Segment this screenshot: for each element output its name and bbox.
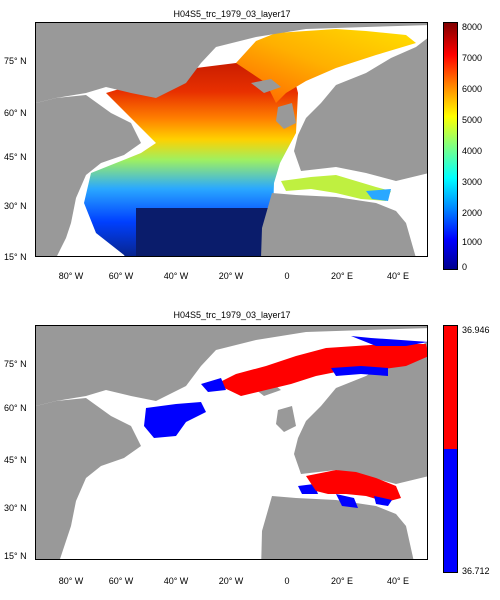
nordic-field (236, 29, 416, 103)
lon-tick: 60° W (108, 576, 134, 586)
land-europe (294, 38, 427, 181)
top-map (35, 22, 428, 257)
lat-tick: 15° N (4, 252, 27, 262)
lon-tick: 40° E (386, 576, 410, 586)
land-europe (294, 341, 427, 484)
lon-tick: 40° W (163, 271, 189, 281)
nordic-blue (201, 378, 226, 392)
lon-tick: 20° E (330, 576, 354, 586)
colorbar-tick: 6000 (462, 84, 483, 94)
colorbar-tick: 7000 (462, 53, 483, 63)
colorbar-min-label: 36.712 (462, 566, 490, 576)
deep-core (136, 208, 276, 256)
land-uk (276, 406, 296, 432)
lon-tick: 0 (284, 576, 290, 586)
colorbar-max-label: 36.946 (462, 325, 490, 335)
lat-tick: 15° N (4, 551, 27, 561)
med-red (306, 470, 401, 502)
lon-tick: 0 (284, 271, 290, 281)
lat-tick: 30° N (4, 201, 27, 211)
lon-tick: 20° W (218, 576, 244, 586)
lat-tick: 60° N (4, 108, 27, 118)
land-africa (261, 496, 414, 559)
lat-tick: 45° N (4, 152, 27, 162)
lat-tick: 75° N (4, 359, 27, 369)
lat-tick: 30° N (4, 503, 27, 513)
land-africa (261, 193, 416, 256)
bottom-colorbar (443, 325, 458, 573)
colorbar-tick: 5000 (462, 115, 483, 125)
land-iceland (251, 79, 281, 93)
bottom-panel: H04S5_trc_1979_03_layer17 75° N 60° N 45 (0, 300, 500, 600)
bottom-map-svg (36, 326, 427, 559)
colorbar-tick: 3000 (462, 177, 483, 187)
colorbar-tick: 0 (462, 262, 468, 272)
bottom-map (35, 325, 428, 560)
lon-tick: 40° E (386, 271, 410, 281)
lon-tick: 80° W (58, 576, 84, 586)
colorbar-tick: 4000 (462, 146, 483, 156)
lon-tick: 20° E (330, 271, 354, 281)
nordic-blue (351, 336, 427, 346)
colorbar-tick: 1000 (462, 237, 483, 247)
land-greenland (36, 23, 427, 103)
top-title: H04S5_trc_1979_03_layer17 (173, 9, 291, 19)
lon-tick: 80° W (58, 271, 84, 281)
land-north-america (36, 95, 141, 256)
atlantic-field (84, 61, 298, 256)
lon-tick: 20° W (218, 271, 244, 281)
colorbar-tick: 2000 (462, 208, 483, 218)
colorbar-tick: 8000 (462, 22, 483, 32)
lon-tick: 60° W (108, 271, 134, 281)
top-panel: H04S5_trc_1979_03_layer17 (4, 9, 483, 281)
land-north-america (36, 398, 141, 559)
lat-tick: 75° N (4, 56, 27, 66)
nordic-red (216, 344, 427, 396)
lon-tick: 40° W (163, 576, 189, 586)
med-field (281, 175, 391, 201)
lat-tick: 60° N (4, 403, 27, 413)
lat-tick: 45° N (4, 455, 27, 465)
land-greenland (36, 326, 427, 406)
bottom-title: H04S5_trc_1979_03_layer17 (173, 310, 291, 320)
top-map-svg (36, 23, 427, 256)
top-colorbar (443, 22, 458, 270)
land-uk (276, 103, 296, 129)
labrador-blue (144, 402, 206, 438)
